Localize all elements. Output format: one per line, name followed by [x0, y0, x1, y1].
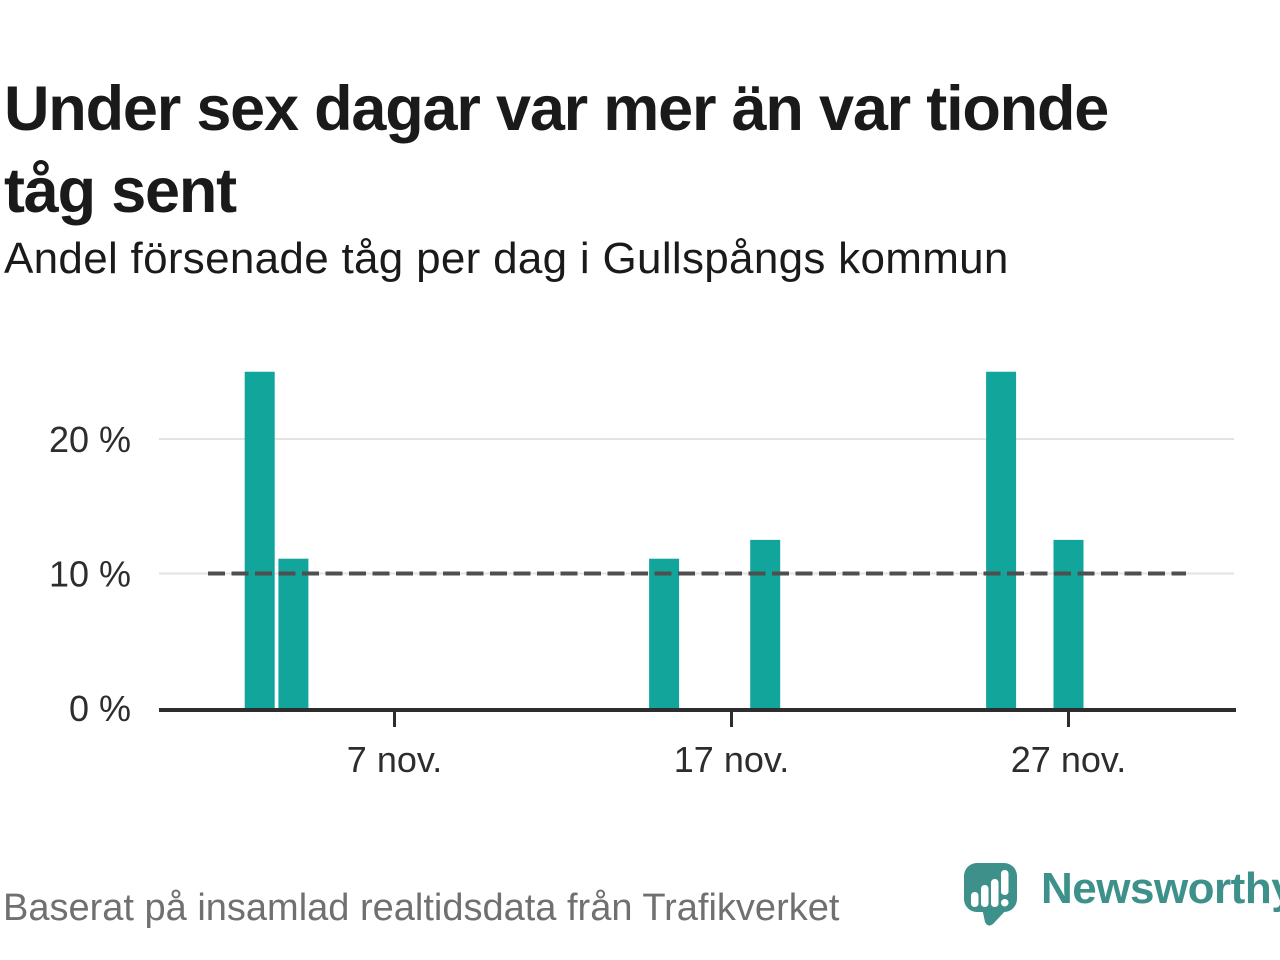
logo-chart-bar-medium-icon: [981, 885, 989, 907]
x-axis-line: [159, 708, 1236, 712]
y-tick-label: 20 %: [49, 419, 131, 460]
bar: [1053, 539, 1084, 708]
x-tick-label: 27 nov.: [1011, 739, 1126, 780]
source-note: Baserat på insamlad realtidsdata från Tr…: [3, 887, 840, 929]
page-title-line-2: tåg sent: [4, 156, 237, 227]
logo-chart-bar-small-icon: [971, 892, 979, 907]
page-title-line-1: Under sex dagar var mer än var tionde: [4, 74, 1109, 145]
bar: [986, 371, 1017, 708]
x-tick-label: 7 nov.: [347, 739, 442, 780]
logo-exclamation-dot-icon: [1001, 899, 1009, 907]
y-tick-label: 0 %: [69, 688, 131, 729]
logo-bubble-tail: [982, 908, 1008, 926]
bar: [244, 371, 275, 708]
chart-subtitle: Andel försenade tåg per dag i Gullspångs…: [4, 234, 1009, 283]
logo-speech-bubble-icon: [964, 863, 1017, 926]
logo-exclamation-bar-icon: [1001, 870, 1009, 895]
newsworthy-logo: Newsworthy: [962, 860, 1280, 930]
bar: [750, 539, 781, 708]
logo-chart-bar-tall-icon: [991, 879, 999, 907]
bar: [649, 558, 680, 708]
y-tick-label: 10 %: [49, 554, 131, 595]
bar: [278, 558, 309, 708]
x-tick-label: 17 nov.: [674, 739, 789, 780]
logo-text: Newsworthy: [1041, 864, 1280, 913]
page-title: Under sex dagar var mer än var tionde tå…: [4, 68, 1264, 232]
